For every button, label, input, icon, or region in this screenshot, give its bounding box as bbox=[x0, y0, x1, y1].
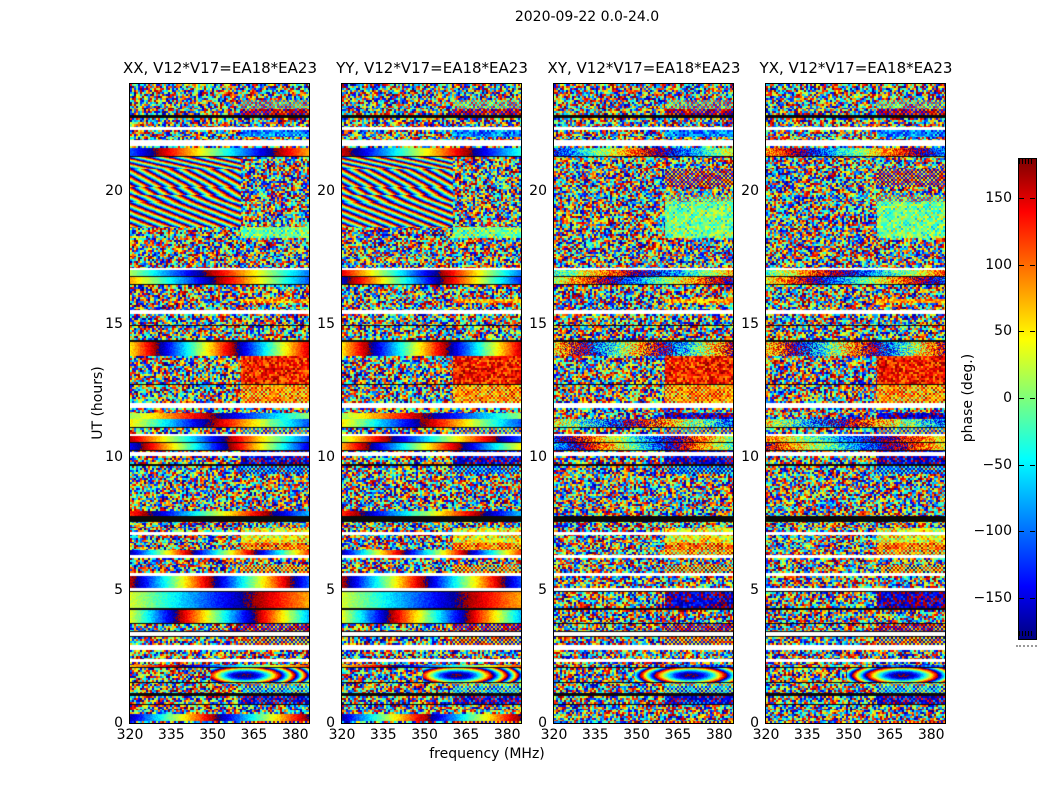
x-tick-label: 380 bbox=[705, 727, 733, 743]
y-tick-label: 20 bbox=[529, 182, 547, 199]
y-tick-label: 15 bbox=[741, 315, 759, 332]
heatmap-canvas-XX bbox=[130, 84, 309, 723]
colorbar-tick bbox=[1030, 398, 1035, 399]
x-tick-label: 365 bbox=[876, 727, 904, 743]
colorbar-tick-label: −100 bbox=[973, 523, 1012, 540]
y-tick-label: 0 bbox=[750, 715, 759, 731]
colorbar-tick bbox=[1030, 598, 1035, 599]
panel-title-XY: XY, V12*V17=EA18*EA23 bbox=[547, 59, 741, 77]
x-tick-label: 365 bbox=[452, 727, 480, 743]
x-axis-label: frequency (MHz) bbox=[429, 746, 545, 762]
y-tick-label: 0 bbox=[538, 715, 547, 731]
panel-XX bbox=[129, 83, 310, 724]
x-tick-label: 320 bbox=[116, 727, 144, 743]
colorbar-tick bbox=[1019, 331, 1024, 333]
colorbar-tick-label: 100 bbox=[985, 256, 1012, 273]
y-tick-label: 5 bbox=[326, 581, 335, 598]
colorbar-tick bbox=[1030, 531, 1035, 533]
x-tick-label: 335 bbox=[793, 727, 821, 743]
y-tick-label: 5 bbox=[114, 581, 123, 598]
figure-title: 2020-09-22 0.0-24.0 bbox=[514, 9, 660, 25]
panel-title-XX: XX, V12*V17=EA18*EA23 bbox=[122, 59, 317, 77]
y-tick-label: 0 bbox=[114, 715, 123, 731]
colorbar-tick bbox=[1030, 264, 1035, 266]
x-tick-label: 335 bbox=[369, 727, 397, 743]
x-tick-label: 380 bbox=[493, 727, 521, 743]
panel-XY bbox=[553, 83, 734, 724]
colorbar-tick-label: 0 bbox=[1003, 390, 1012, 406]
colorbar-tick bbox=[1019, 464, 1024, 466]
x-tick-label: 350 bbox=[411, 727, 438, 743]
x-tick-label: 350 bbox=[835, 727, 862, 743]
x-tick-label: 320 bbox=[752, 727, 780, 743]
y-axis-label: UT (hours) bbox=[90, 366, 106, 440]
x-tick-label: 365 bbox=[240, 727, 268, 743]
colorbar-tick bbox=[1019, 264, 1024, 266]
colorbar-comb-bottom bbox=[1019, 631, 1034, 636]
y-tick-label: 5 bbox=[538, 581, 547, 598]
colorbar-tick-label: −150 bbox=[973, 590, 1012, 606]
y-tick-label: 15 bbox=[529, 315, 547, 332]
y-tick-label: 10 bbox=[741, 448, 759, 465]
heatmap-canvas-YX bbox=[766, 84, 945, 723]
y-tick-label: 20 bbox=[317, 182, 335, 199]
panel-title-YX: YX, V12*V17=EA18*EA23 bbox=[759, 59, 953, 77]
panel-YX bbox=[765, 83, 946, 724]
x-tick-label: 350 bbox=[199, 727, 226, 743]
colorbar-tick bbox=[1030, 331, 1035, 333]
colorbar-tick-label: 150 bbox=[985, 190, 1012, 206]
y-tick-label: 20 bbox=[741, 182, 759, 199]
x-tick-label: 380 bbox=[281, 727, 309, 743]
y-tick-label: 15 bbox=[317, 315, 335, 332]
y-tick-label: 5 bbox=[750, 581, 759, 598]
colorbar-extend-dots bbox=[1016, 645, 1037, 647]
x-tick-label: 335 bbox=[157, 727, 185, 743]
x-tick-label: 350 bbox=[623, 727, 650, 743]
colorbar-tick bbox=[1019, 398, 1024, 399]
heatmap-canvas-XY bbox=[554, 84, 733, 723]
x-tick-label: 320 bbox=[328, 727, 356, 743]
y-tick-label: 10 bbox=[105, 448, 123, 465]
colorbar-tick bbox=[1019, 531, 1024, 533]
colorbar bbox=[1018, 158, 1037, 640]
y-tick-label: 10 bbox=[317, 448, 335, 465]
colorbar-tick-label: 50 bbox=[994, 323, 1012, 340]
colorbar-comb-top bbox=[1019, 159, 1034, 164]
y-tick-label: 0 bbox=[326, 715, 335, 731]
colorbar-tick bbox=[1030, 198, 1035, 199]
x-tick-label: 380 bbox=[917, 727, 945, 743]
y-tick-label: 15 bbox=[105, 315, 123, 332]
colorbar-tick bbox=[1030, 464, 1035, 466]
colorbar-tick bbox=[1019, 198, 1024, 199]
x-tick-label: 335 bbox=[581, 727, 609, 743]
y-tick-label: 20 bbox=[105, 182, 123, 199]
panel-YY bbox=[341, 83, 522, 724]
colorbar-tick bbox=[1019, 598, 1024, 599]
colorbar-tick-label: −50 bbox=[982, 456, 1012, 473]
y-tick-label: 10 bbox=[529, 448, 547, 465]
x-tick-label: 320 bbox=[540, 727, 568, 743]
heatmap-canvas-YY bbox=[342, 84, 521, 723]
panel-title-YY: YY, V12*V17=EA18*EA23 bbox=[336, 59, 528, 77]
x-tick-label: 365 bbox=[664, 727, 692, 743]
